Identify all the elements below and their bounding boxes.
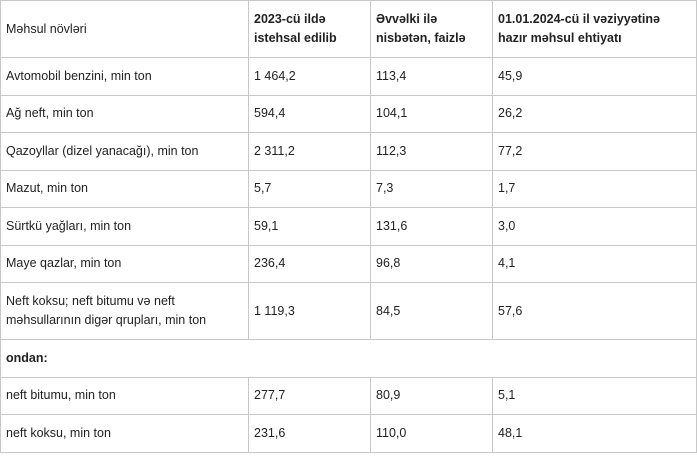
table-cell: 277,7 [248, 376, 371, 415]
table-cell: Neft koksu; neft bitumu və neft məhsulla… [0, 282, 249, 340]
table-cell: 2 311,2 [248, 132, 371, 171]
table-cell: 45,9 [492, 57, 697, 96]
table-cell: 131,6 [370, 207, 493, 246]
table-cell: 26,2 [492, 94, 697, 133]
table-cell: Sürtkü yağları, min ton [0, 207, 249, 246]
table-cell: neft koksu, min ton [0, 414, 249, 453]
table-row: Mazut, min ton 5,7 7,3 1,7 [0, 169, 697, 208]
table-cell: Ağ neft, min ton [0, 94, 249, 133]
table-cell: 1 119,3 [248, 282, 371, 340]
header-cell: 2023-cü ildə istehsal edilib [248, 0, 371, 58]
table-cell: 104,1 [370, 94, 493, 133]
table-cell: 59,1 [248, 207, 371, 246]
header-cell: 01.01.2024-cü il vəziyyətinə hazır məhsu… [492, 0, 697, 58]
table-cell: 3,0 [492, 207, 697, 246]
table-cell: 113,4 [370, 57, 493, 96]
table-cell: 84,5 [370, 282, 493, 340]
table-cell: Avtomobil benzini, min ton [0, 57, 249, 96]
table-row: Maye qazlar, min ton 236,4 96,8 4,1 [0, 244, 697, 283]
header-cell: Əvvəlki ilə nisbətən, faizlə [370, 0, 493, 58]
table-row: Qazoyllar (dizel yanacağı), min ton 2 311… [0, 132, 697, 171]
table-cell: 4,1 [492, 244, 697, 283]
table-cell: 236,4 [248, 244, 371, 283]
table-cell: 77,2 [492, 132, 697, 171]
table-body: Avtomobil benzini, min ton 1 464,2 113,4 45… [0, 57, 697, 453]
table-row: Neft koksu; neft bitumu və neft məhsulla… [0, 282, 697, 340]
table-cell: 231,6 [248, 414, 371, 453]
table-cell: Maye qazlar, min ton [0, 244, 249, 283]
table-row: Ağ neft, min ton 594,4 104,1 26,2 [0, 94, 697, 133]
table-cell: 80,9 [370, 376, 493, 415]
table-row: Sürtkü yağları, min ton 59,1 131,6 3,0 [0, 207, 697, 246]
table-row: neft bitumu, min ton 277,7 80,9 5,1 [0, 376, 697, 415]
table-cell: 96,8 [370, 244, 493, 283]
table-cell: 112,3 [370, 132, 493, 171]
section-cell: ondan: [0, 339, 697, 378]
table-cell: 110,0 [370, 414, 493, 453]
table-cell: Mazut, min ton [0, 169, 249, 208]
table-row: Avtomobil benzini, min ton 1 464,2 113,4 45… [0, 57, 697, 96]
table-cell: neft bitumu, min ton [0, 376, 249, 415]
table-cell: Qazoyllar (dizel yanacağı), min ton [0, 132, 249, 171]
header-row: Məhsul növləri 2023-cü ildə istehsal edil… [0, 0, 697, 58]
table-cell: 5,7 [248, 169, 371, 208]
table-cell: 1 464,2 [248, 57, 371, 96]
table-row: ondan: [0, 339, 697, 378]
table-cell: 594,4 [248, 94, 371, 133]
table-cell: 7,3 [370, 169, 493, 208]
table-cell: 1,7 [492, 169, 697, 208]
table-cell: 48,1 [492, 414, 697, 453]
header-cell: Məhsul növləri [0, 0, 249, 58]
table-cell: 57,6 [492, 282, 697, 340]
table-cell: 5,1 [492, 376, 697, 415]
table-row: neft koksu, min ton 231,6 110,0 48,1 [0, 414, 697, 453]
